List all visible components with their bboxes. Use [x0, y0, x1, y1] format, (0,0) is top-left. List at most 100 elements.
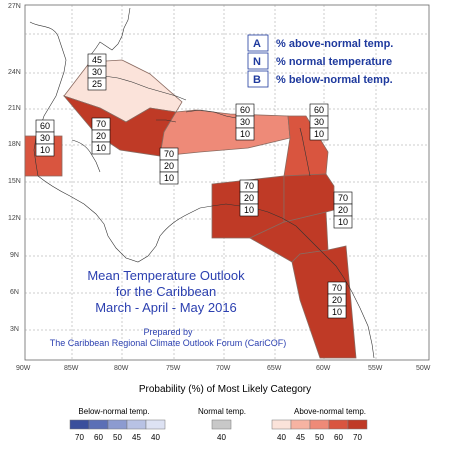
lat-tick-labels: 27N 24N 21N 18N 15N 12N 9N 6N 3N	[8, 3, 21, 333]
lat-tick-18n: 18N	[8, 141, 21, 148]
guianas-above: 70	[332, 283, 342, 293]
colorbar-above-value: 70	[353, 433, 362, 442]
cayman-jamaica-above: 70	[96, 119, 106, 129]
label-stack-central-caribbean: 70 20 10	[159, 147, 179, 185]
colorbar-below-value: 60	[94, 433, 103, 442]
lat-tick-9n: 9N	[10, 252, 19, 259]
key-letter-a: A	[253, 38, 261, 50]
label-stack-hispaniola-pr: 60 30 10	[235, 103, 255, 141]
colorbar-normal-value: 40	[217, 433, 226, 442]
colorbar-below-swatch	[107, 419, 128, 430]
colorbar-above-value: 50	[315, 433, 324, 442]
lon-tick-labels: 90W 85W 80W 75W 70W 65W 60W 55W 50W	[16, 365, 431, 372]
guianas-normal: 20	[332, 295, 342, 305]
bahamas-cuba-below: 25	[92, 79, 102, 89]
central-caribbean-above: 70	[164, 149, 174, 159]
colorbar-above-value: 40	[277, 433, 286, 442]
label-stack-cayman-jamaica: 70 20 10	[91, 117, 111, 155]
category-key: A N B % above-normal temp. % normal temp…	[247, 34, 393, 88]
guianas-below: 10	[332, 307, 342, 317]
colorbar-normal-label: Normal temp.	[198, 407, 246, 416]
lon-tick-75w: 75W	[166, 365, 181, 372]
colorbar-above-swatches: 40 45 50 60 70	[271, 419, 368, 442]
southern-caribbean-above: 70	[244, 181, 254, 191]
lesser-antilles-south-above: 70	[338, 193, 348, 203]
lon-tick-90w: 90W	[16, 365, 31, 372]
lat-tick-15n: 15N	[8, 178, 21, 185]
colorbar-normal-swatches: 40	[211, 419, 232, 442]
lat-tick-6n: 6N	[10, 289, 19, 296]
lon-tick-85w: 85W	[64, 365, 79, 372]
colorbar: Probability (%) of Most Likely Category …	[69, 384, 368, 442]
key-text-below: % below-normal temp.	[276, 74, 393, 86]
lat-tick-27n: 27N	[8, 3, 21, 10]
colorbar-below-value: 40	[151, 433, 160, 442]
cayman-jamaica-below: 10	[96, 143, 106, 153]
southern-caribbean-below: 10	[244, 205, 254, 215]
hispaniola-pr-below: 10	[240, 129, 250, 139]
region-guianas	[291, 245, 357, 359]
colorbar-below-label: Below-normal temp.	[78, 407, 149, 416]
colorbar-above-value: 45	[296, 433, 305, 442]
colorbar-below-swatch	[145, 419, 166, 430]
colorbar-below-value: 50	[113, 433, 122, 442]
label-stack-southern-caribbean: 70 20 10	[239, 179, 259, 217]
cayman-jamaica-normal: 20	[96, 131, 106, 141]
lesser-antilles-north-normal: 30	[314, 117, 324, 127]
colorbar-above-swatch	[290, 419, 311, 430]
map-title: Mean Temperature Outlook for the Caribbe…	[50, 268, 287, 348]
lon-tick-70w: 70W	[216, 365, 231, 372]
colorbar-title: Probability (%) of Most Likely Category	[139, 384, 311, 395]
lesser-antilles-south-normal: 20	[338, 205, 348, 215]
colorbar-above-swatch	[328, 419, 349, 430]
colorbar-below-swatch	[69, 419, 90, 430]
yucatan-belize-below: 10	[40, 145, 50, 155]
region-labels: 45 30 25 60 30 10 70 20 10 70 20 10	[35, 53, 353, 319]
prepared-by-org: The Caribbean Regional Climate Outlook F…	[50, 338, 287, 348]
lon-tick-55w: 55W	[368, 365, 383, 372]
label-stack-lesser-antilles-south: 70 20 10	[333, 191, 353, 229]
lat-tick-24n: 24N	[8, 69, 21, 76]
bahamas-cuba-normal: 30	[92, 67, 102, 77]
lat-tick-21n: 21N	[8, 105, 21, 112]
title-line-1: Mean Temperature Outlook	[87, 268, 245, 283]
yucatan-belize-normal: 30	[40, 133, 50, 143]
colorbar-below-swatch	[126, 419, 147, 430]
colorbar-below-value: 45	[132, 433, 141, 442]
colorbar-above-swatch	[347, 419, 368, 430]
key-letter-n: N	[253, 56, 261, 68]
lon-tick-60w: 60W	[316, 365, 331, 372]
lat-tick-12n: 12N	[8, 215, 21, 222]
colorbar-above-label: Above-normal temp.	[294, 407, 366, 416]
lesser-antilles-south-below: 10	[338, 217, 348, 227]
lesser-antilles-north-below: 10	[314, 129, 324, 139]
label-stack-guianas: 70 20 10	[327, 281, 347, 319]
yucatan-belize-above: 60	[40, 121, 50, 131]
colorbar-above-swatch	[271, 419, 292, 430]
lesser-antilles-north-above: 60	[314, 105, 324, 115]
colorbar-below-swatch	[88, 419, 109, 430]
key-letter-b: B	[253, 74, 261, 86]
lon-tick-65w: 65W	[267, 365, 282, 372]
hispaniola-pr-normal: 30	[240, 117, 250, 127]
label-stack-lesser-antilles-north: 60 30 10	[309, 103, 329, 141]
colorbar-above-swatch	[309, 419, 330, 430]
colorbar-above-value: 60	[334, 433, 343, 442]
southern-caribbean-normal: 20	[244, 193, 254, 203]
title-line-3: March - April - May 2016	[95, 300, 237, 315]
lat-tick-3n: 3N	[10, 326, 19, 333]
key-text-above: % above-normal temp.	[276, 38, 393, 50]
central-caribbean-normal: 20	[164, 161, 174, 171]
forecast-regions	[24, 59, 357, 359]
prepared-by: Prepared by	[143, 327, 193, 337]
key-text-normal: % normal temperature	[276, 56, 392, 68]
lon-tick-50w: 50W	[416, 365, 431, 372]
label-stack-yucatan-belize: 60 30 10	[35, 119, 55, 157]
colorbar-normal-swatch	[211, 419, 232, 430]
lon-tick-80w: 80W	[114, 365, 129, 372]
colorbar-below-swatches: 70 60 50 45 40	[69, 419, 166, 442]
bahamas-cuba-above: 45	[92, 55, 102, 65]
label-stack-bahamas-cuba: 45 30 25	[87, 53, 107, 91]
title-line-2: for the Caribbean	[116, 284, 216, 299]
